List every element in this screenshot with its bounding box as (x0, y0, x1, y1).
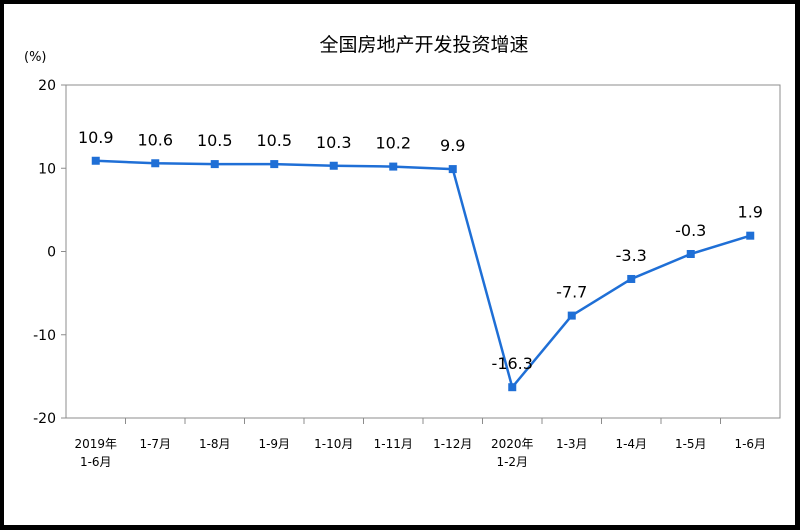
plot-area (65, 84, 781, 419)
series-line-group (91, 156, 755, 392)
y-tick-label: -10 (33, 328, 56, 344)
data-point-marker (627, 274, 636, 283)
x-tick-label: 1-12月 (433, 437, 472, 451)
data-label: 10.9 (78, 128, 114, 147)
x-tick-label: 2019年 (74, 437, 117, 451)
series-line (95, 159, 751, 389)
data-label: 10.3 (316, 133, 352, 152)
data-label: 1.9 (738, 203, 763, 222)
data-label: 10.2 (375, 134, 411, 153)
x-tick-label: 2020年 (491, 437, 534, 451)
y-tick-label: 10 (38, 161, 56, 177)
line-chart: 全国房地产开发投资增速 (%) 20 10 0 -10 -20 2019年 1-6月 1-7… (24, 34, 781, 469)
data-point-marker (270, 160, 279, 169)
data-point-marker (389, 162, 398, 171)
x-tick-label: 1-6月 (80, 455, 112, 469)
x-tick-label: 1-10月 (314, 437, 353, 451)
y-axis: 20 10 0 -10 -20 (33, 78, 66, 427)
data-point-marker (567, 311, 576, 320)
x-tick-label: 1-4月 (615, 437, 647, 451)
data-label: -3.3 (616, 246, 647, 265)
chart-frame: 全国房地产开发投资增速 (%) 20 10 0 -10 -20 2019年 1-6月 1-7… (4, 4, 795, 525)
y-tick-label: -20 (33, 411, 56, 427)
y-tick-label: 0 (47, 245, 56, 261)
data-point-marker (210, 160, 219, 169)
x-tick-label: 1-2月 (496, 455, 528, 469)
data-point-marker (329, 161, 338, 170)
y-unit-label: (%) (24, 50, 47, 65)
data-label: -0.3 (675, 221, 706, 240)
data-point-marker (448, 165, 457, 174)
x-tick-label: 1-6月 (734, 437, 766, 451)
data-label: -7.7 (556, 283, 587, 302)
data-point-marker (151, 159, 160, 168)
data-point-marker (686, 249, 695, 258)
chart-title: 全国房地产开发投资增速 (319, 34, 528, 56)
data-point-marker (508, 383, 517, 392)
x-axis: 2019年 1-6月 1-7月 1-8月 1-9月 1-10月 1-11月 1-12月 2020… (74, 418, 766, 469)
x-tick-label: 1-7月 (139, 437, 171, 451)
data-point-marker (91, 156, 100, 165)
data-label: 10.5 (256, 131, 292, 150)
data-label: 9.9 (440, 136, 465, 155)
y-tick-label: 20 (38, 78, 56, 94)
x-tick-label: 1-11月 (374, 437, 413, 451)
data-label: -16.3 (492, 354, 533, 373)
data-label-group: 10.9 10.6 10.5 10.5 10.3 10.2 9.9 -16.3 -7.7 -3.3… (78, 128, 763, 373)
x-tick-label: 1-3月 (556, 437, 588, 451)
data-label: 10.5 (197, 131, 233, 150)
x-tick-label: 1-8月 (199, 437, 231, 451)
data-point-marker (746, 231, 755, 240)
x-tick-label: 1-9月 (258, 437, 290, 451)
data-label: 10.6 (137, 130, 173, 149)
x-tick-label: 1-5月 (675, 437, 707, 451)
